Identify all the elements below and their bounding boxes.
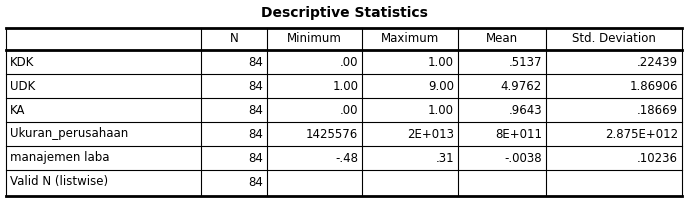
Text: .10236: .10236	[637, 152, 678, 164]
Text: 2E+013: 2E+013	[407, 128, 454, 140]
Text: -.48: -.48	[335, 152, 358, 164]
Text: Mean: Mean	[486, 32, 518, 46]
Text: .9643: .9643	[508, 104, 542, 116]
Text: -.0038: -.0038	[504, 152, 542, 164]
Text: .00: .00	[340, 104, 358, 116]
Text: Std. Deviation: Std. Deviation	[572, 32, 656, 46]
Text: 1.86906: 1.86906	[630, 79, 678, 92]
Text: .18669: .18669	[637, 104, 678, 116]
Text: .22439: .22439	[637, 55, 678, 68]
Text: 84: 84	[248, 104, 263, 116]
Text: 84: 84	[248, 55, 263, 68]
Text: 1425576: 1425576	[306, 128, 358, 140]
Text: 84: 84	[248, 176, 263, 188]
Text: 2.875E+012: 2.875E+012	[605, 128, 678, 140]
Text: KDK: KDK	[10, 55, 34, 68]
Text: .5137: .5137	[508, 55, 542, 68]
Text: .00: .00	[340, 55, 358, 68]
Text: Ukuran_perusahaan: Ukuran_perusahaan	[10, 128, 128, 140]
Text: UDK: UDK	[10, 79, 35, 92]
Text: 84: 84	[248, 152, 263, 164]
Text: 4.9762: 4.9762	[501, 79, 542, 92]
Text: 1.00: 1.00	[428, 104, 454, 116]
Text: 84: 84	[248, 79, 263, 92]
Text: N: N	[229, 32, 238, 46]
Text: Valid N (listwise): Valid N (listwise)	[10, 176, 108, 188]
Text: Minimum: Minimum	[287, 32, 342, 46]
Text: 9.00: 9.00	[428, 79, 454, 92]
Text: 84: 84	[248, 128, 263, 140]
Text: KA: KA	[10, 104, 25, 116]
Text: 8E+011: 8E+011	[495, 128, 542, 140]
Text: manajemen laba: manajemen laba	[10, 152, 109, 164]
Text: .31: .31	[436, 152, 454, 164]
Text: Descriptive Statistics: Descriptive Statistics	[261, 6, 427, 20]
Text: 1.00: 1.00	[428, 55, 454, 68]
Text: 1.00: 1.00	[332, 79, 358, 92]
Text: Maximum: Maximum	[381, 32, 439, 46]
